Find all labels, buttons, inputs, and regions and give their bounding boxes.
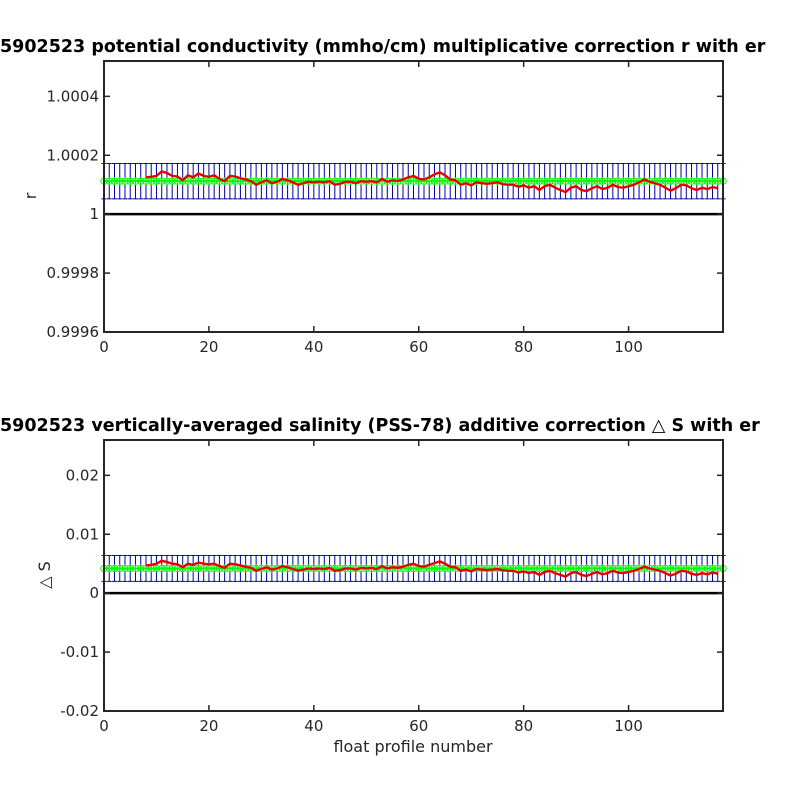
axes-frame: [103, 60, 724, 333]
y-tick-label: 0: [89, 584, 99, 602]
y-tick-label: 0.02: [66, 466, 99, 484]
y-tick-label: 1: [89, 205, 99, 223]
chart-title: 5902523 potential conductivity (mmho/cm)…: [0, 37, 766, 57]
x-tick-label: 0: [99, 717, 109, 735]
salinity-correction-panel: 5902523 vertically-averaged salinity (PS…: [0, 416, 760, 756]
x-tick-label: 60: [409, 338, 428, 356]
x-tick-label: 100: [614, 338, 643, 356]
x-tick-label: 100: [614, 717, 643, 735]
y-tick-label: 0.01: [66, 525, 99, 543]
x-axis-label: float profile number: [333, 737, 493, 756]
x-tick-label: 20: [199, 338, 218, 356]
y-tick-label: -0.02: [60, 702, 99, 720]
x-tick-label: 40: [304, 717, 323, 735]
y-axis-label: △ S: [35, 561, 54, 589]
x-tick-label: 40: [304, 338, 323, 356]
y-tick-label: 0.9996: [47, 323, 100, 341]
x-tick-label: 60: [409, 717, 428, 735]
conductivity-correction-panel: 5902523 potential conductivity (mmho/cm)…: [0, 37, 766, 356]
chart-title: 5902523 vertically-averaged salinity (PS…: [0, 416, 760, 436]
y-tick-label: 0.9998: [47, 264, 100, 282]
y-tick-label: -0.01: [60, 643, 99, 661]
x-tick-label: 20: [199, 717, 218, 735]
x-tick-label: 80: [514, 338, 533, 356]
series-line-core: [145, 171, 718, 193]
series-line-core: [145, 560, 718, 577]
axes-frame: [103, 439, 724, 712]
y-tick-label: 1.0002: [47, 146, 100, 164]
y-tick-label: 1.0004: [47, 87, 100, 105]
x-tick-label: 80: [514, 717, 533, 735]
y-axis-label: r: [21, 192, 40, 199]
x-tick-label: 0: [99, 338, 109, 356]
